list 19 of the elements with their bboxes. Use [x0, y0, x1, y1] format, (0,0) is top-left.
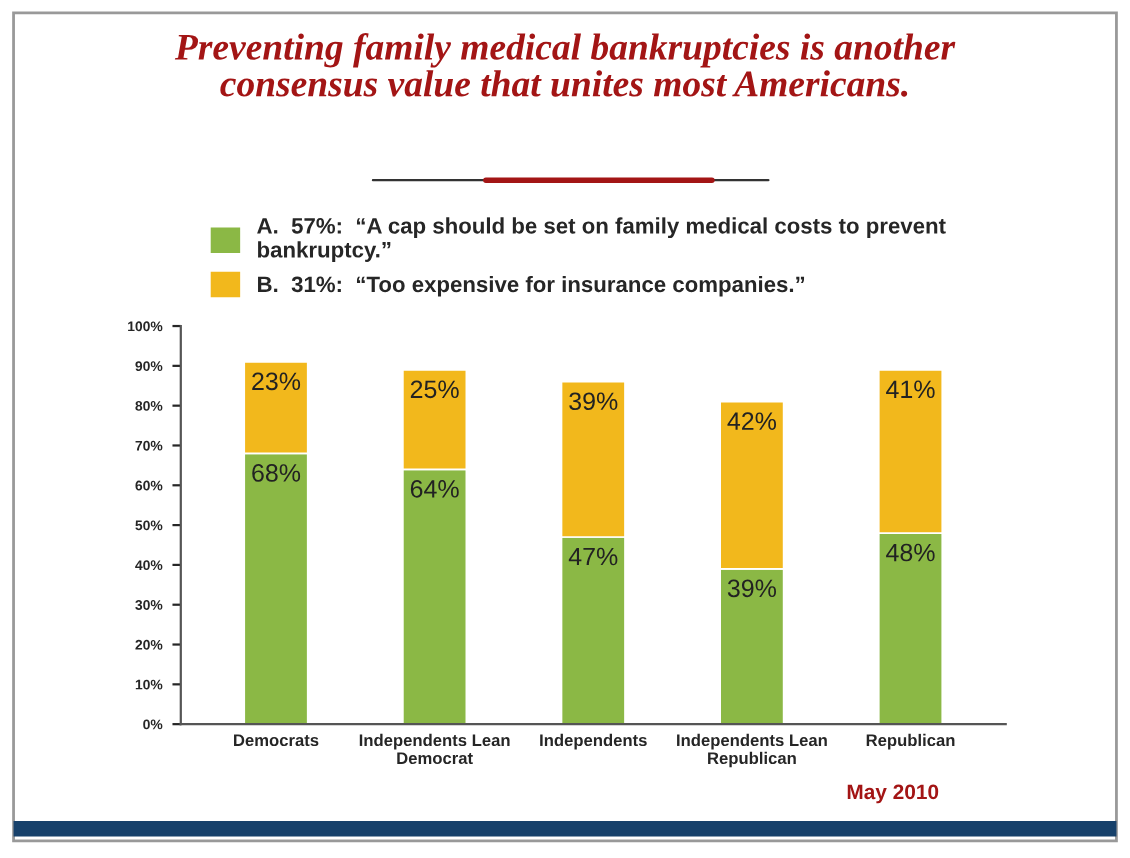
data-label: 39% — [569, 392, 618, 411]
chart-title: Preventing family medical bankruptcies is another consensus value that unites most Americans. — [174, 33, 956, 97]
x-tick-label: Independents Lean Republican — [677, 733, 827, 768]
x-tick-label: Republican — [866, 733, 955, 750]
x-tick-label: Independents Lean Democrat — [359, 733, 510, 765]
data-label: 64% — [410, 479, 459, 498]
data-label: 39% — [727, 579, 777, 598]
data-label: 25% — [410, 380, 459, 399]
data-label: 42% — [727, 412, 777, 430]
x-tick-label: Independents — [540, 733, 647, 750]
text: May 2010 — [847, 784, 939, 804]
data-label: 68% — [252, 464, 301, 482]
legend-label: B. 31%: “Too expensive for insurance companies.” — [258, 275, 805, 297]
x-tick-label: Democrats — [234, 734, 319, 747]
legend-label: A. 57%: “A cap should be set on family medical costs to prevent bankruptcy.” — [257, 217, 946, 262]
data-label: 48% — [886, 543, 935, 562]
data-label: 41% — [886, 380, 935, 399]
data-label: 47% — [568, 547, 618, 566]
data-label: 23% — [252, 372, 301, 391]
